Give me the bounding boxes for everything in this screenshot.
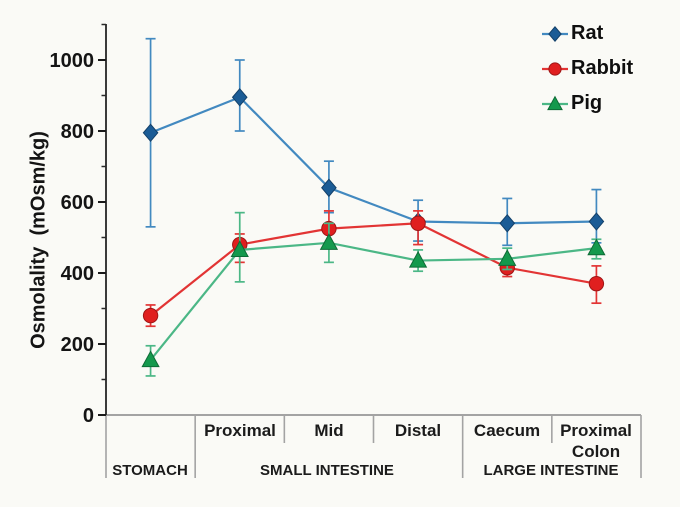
legend: Rat Rabbit Pig	[541, 16, 633, 121]
series-rat	[142, 37, 605, 247]
x-region-label-stomach: STOMACH	[112, 462, 188, 479]
series-line	[149, 222, 597, 317]
x-segment-label-proximal-colon: Proximal Colon	[560, 421, 632, 461]
y-tick-label: 0	[83, 405, 94, 427]
series-line	[149, 241, 597, 361]
x-segment-label-distal: Distal	[394, 421, 442, 440]
legend-label-rabbit: Rabbit	[571, 57, 634, 79]
y-tick-label: 800	[61, 121, 94, 143]
y-tick-label: 400	[61, 263, 94, 285]
legend-item-rat: Rat	[541, 16, 633, 51]
rat-diamond-marker-icon	[542, 25, 568, 42]
legend-item-pig: Pig	[541, 86, 633, 121]
rabbit-circle-marker-icon	[542, 61, 568, 76]
y-tick-label: 1000	[50, 50, 95, 72]
y-axis-title: Osmolality (mOsm/kg)	[27, 131, 50, 349]
x-region-label-large-intestine: LARGE INTESTINE	[483, 462, 619, 479]
pig-triangle-marker-icon	[542, 95, 568, 110]
y-tick-label: 600	[61, 192, 94, 214]
legend-label-rat: Rat	[571, 22, 604, 44]
series-line	[150, 95, 597, 225]
series-pig	[141, 211, 606, 377]
legend-item-rabbit: Rabbit	[541, 51, 633, 86]
legend-label-pig: Pig	[571, 92, 603, 114]
x-region-label-small-intestine: SMALL INTESTINE	[260, 462, 394, 479]
x-segment-label-mid: Mid	[314, 421, 344, 440]
series-rabbit	[142, 210, 605, 328]
x-segment-label-caecum: Caecum	[473, 421, 541, 440]
x-segment-label-proximal: Proximal	[204, 421, 276, 440]
y-tick-label: 200	[61, 334, 94, 356]
